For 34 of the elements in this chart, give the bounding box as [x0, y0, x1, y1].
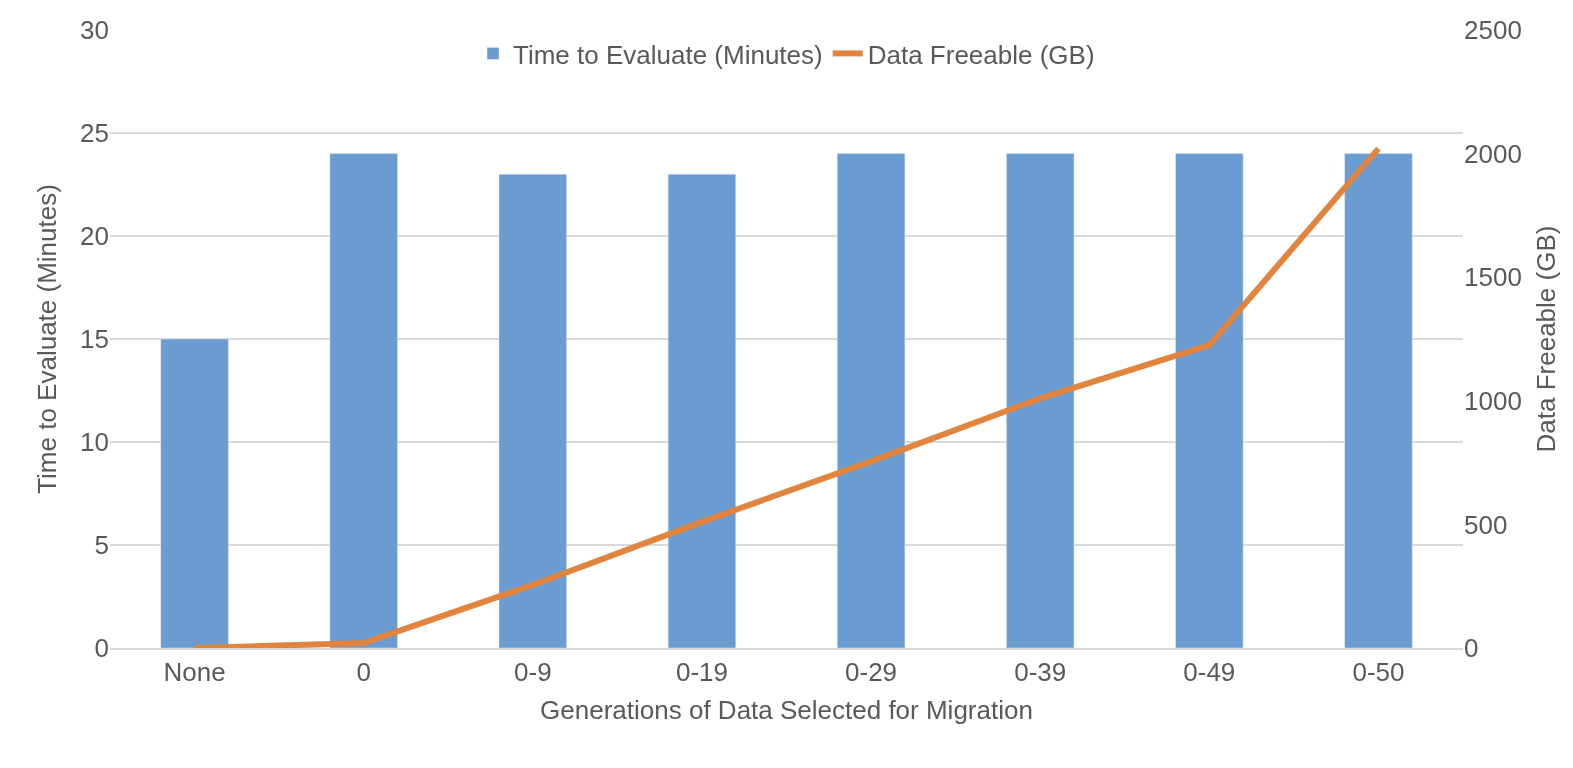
y2-tick-label: 500: [1464, 509, 1508, 540]
y2-axis-title: Data Freeable (GB): [1530, 225, 1561, 453]
y2-tick-label: 1000: [1464, 385, 1522, 416]
y-tick-label: 5: [94, 530, 109, 561]
x-tick-label: 0-50: [1352, 657, 1405, 688]
x-tick-label: None: [163, 657, 226, 688]
x-axis-title: Generations of Data Selected for Migration: [540, 695, 1033, 726]
bar: [160, 338, 229, 648]
y-tick-label: 30: [80, 15, 109, 46]
y2-tick-label: 2000: [1464, 138, 1522, 169]
bar: [667, 173, 737, 648]
bar: [329, 153, 398, 648]
legend-label: Time to Evaluate (Minutes): [513, 39, 823, 70]
bar: [1344, 153, 1413, 648]
bar: [498, 173, 567, 648]
x-tick-label: 0-19: [675, 657, 728, 688]
y-tick-label: 0: [94, 633, 109, 664]
y2-tick-label: 1500: [1464, 262, 1522, 293]
y-tick-label: 15: [80, 324, 109, 355]
y2-tick-label: 2500: [1464, 15, 1522, 46]
y-tick-label: 20: [80, 221, 109, 252]
x-tick-label: 0-39: [1014, 657, 1067, 688]
x-tick-label: 0-49: [1183, 657, 1236, 688]
x-tick-label: 0-29: [845, 657, 898, 688]
x-tick-label: 0: [356, 657, 371, 688]
y-tick-label: 10: [80, 427, 109, 458]
legend-label: Data Freeable (GB): [867, 39, 1095, 70]
y2-tick-label: 0: [1464, 633, 1479, 664]
y-axis-title: Time to Evaluate (Minutes): [32, 184, 63, 494]
x-tick-label: 0-9: [514, 657, 552, 688]
bar: [1006, 153, 1075, 648]
bar: [1175, 153, 1244, 648]
y-tick-label: 25: [80, 118, 109, 149]
bar: [836, 153, 906, 648]
